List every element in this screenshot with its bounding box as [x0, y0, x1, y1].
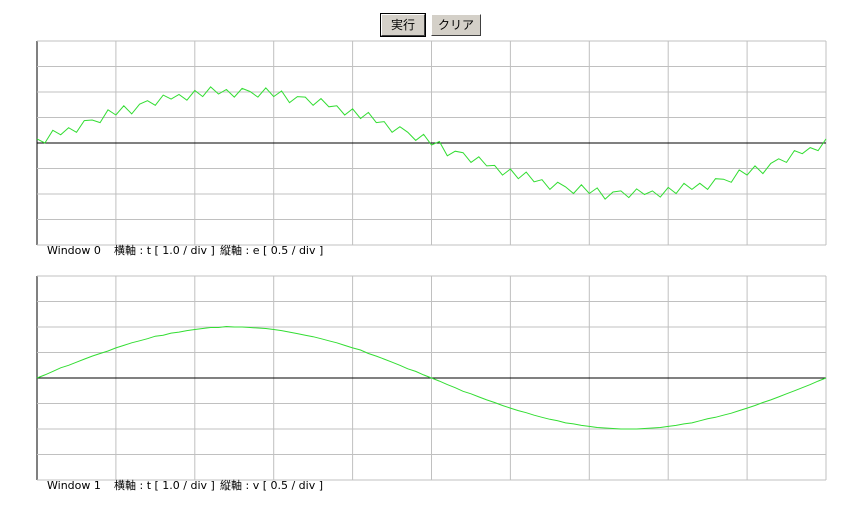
signal-line: [36, 325, 827, 430]
run-button[interactable]: 実行: [380, 13, 426, 37]
clear-button[interactable]: クリア: [431, 14, 481, 36]
window-label: Window 0: [47, 244, 101, 257]
x-axis-label: 横軸 : t [ 1.0 / div ]: [114, 243, 215, 257]
y-axis-label: 縦軸 : v [ 0.5 / div ]: [220, 478, 323, 492]
y-axis-label: 縦軸 : e [ 0.5 / div ]: [220, 243, 323, 257]
x-axis-label: 横軸 : t [ 1.0 / div ]: [114, 478, 215, 492]
window-label: Window 1: [47, 479, 101, 492]
signal-line: [36, 86, 827, 200]
